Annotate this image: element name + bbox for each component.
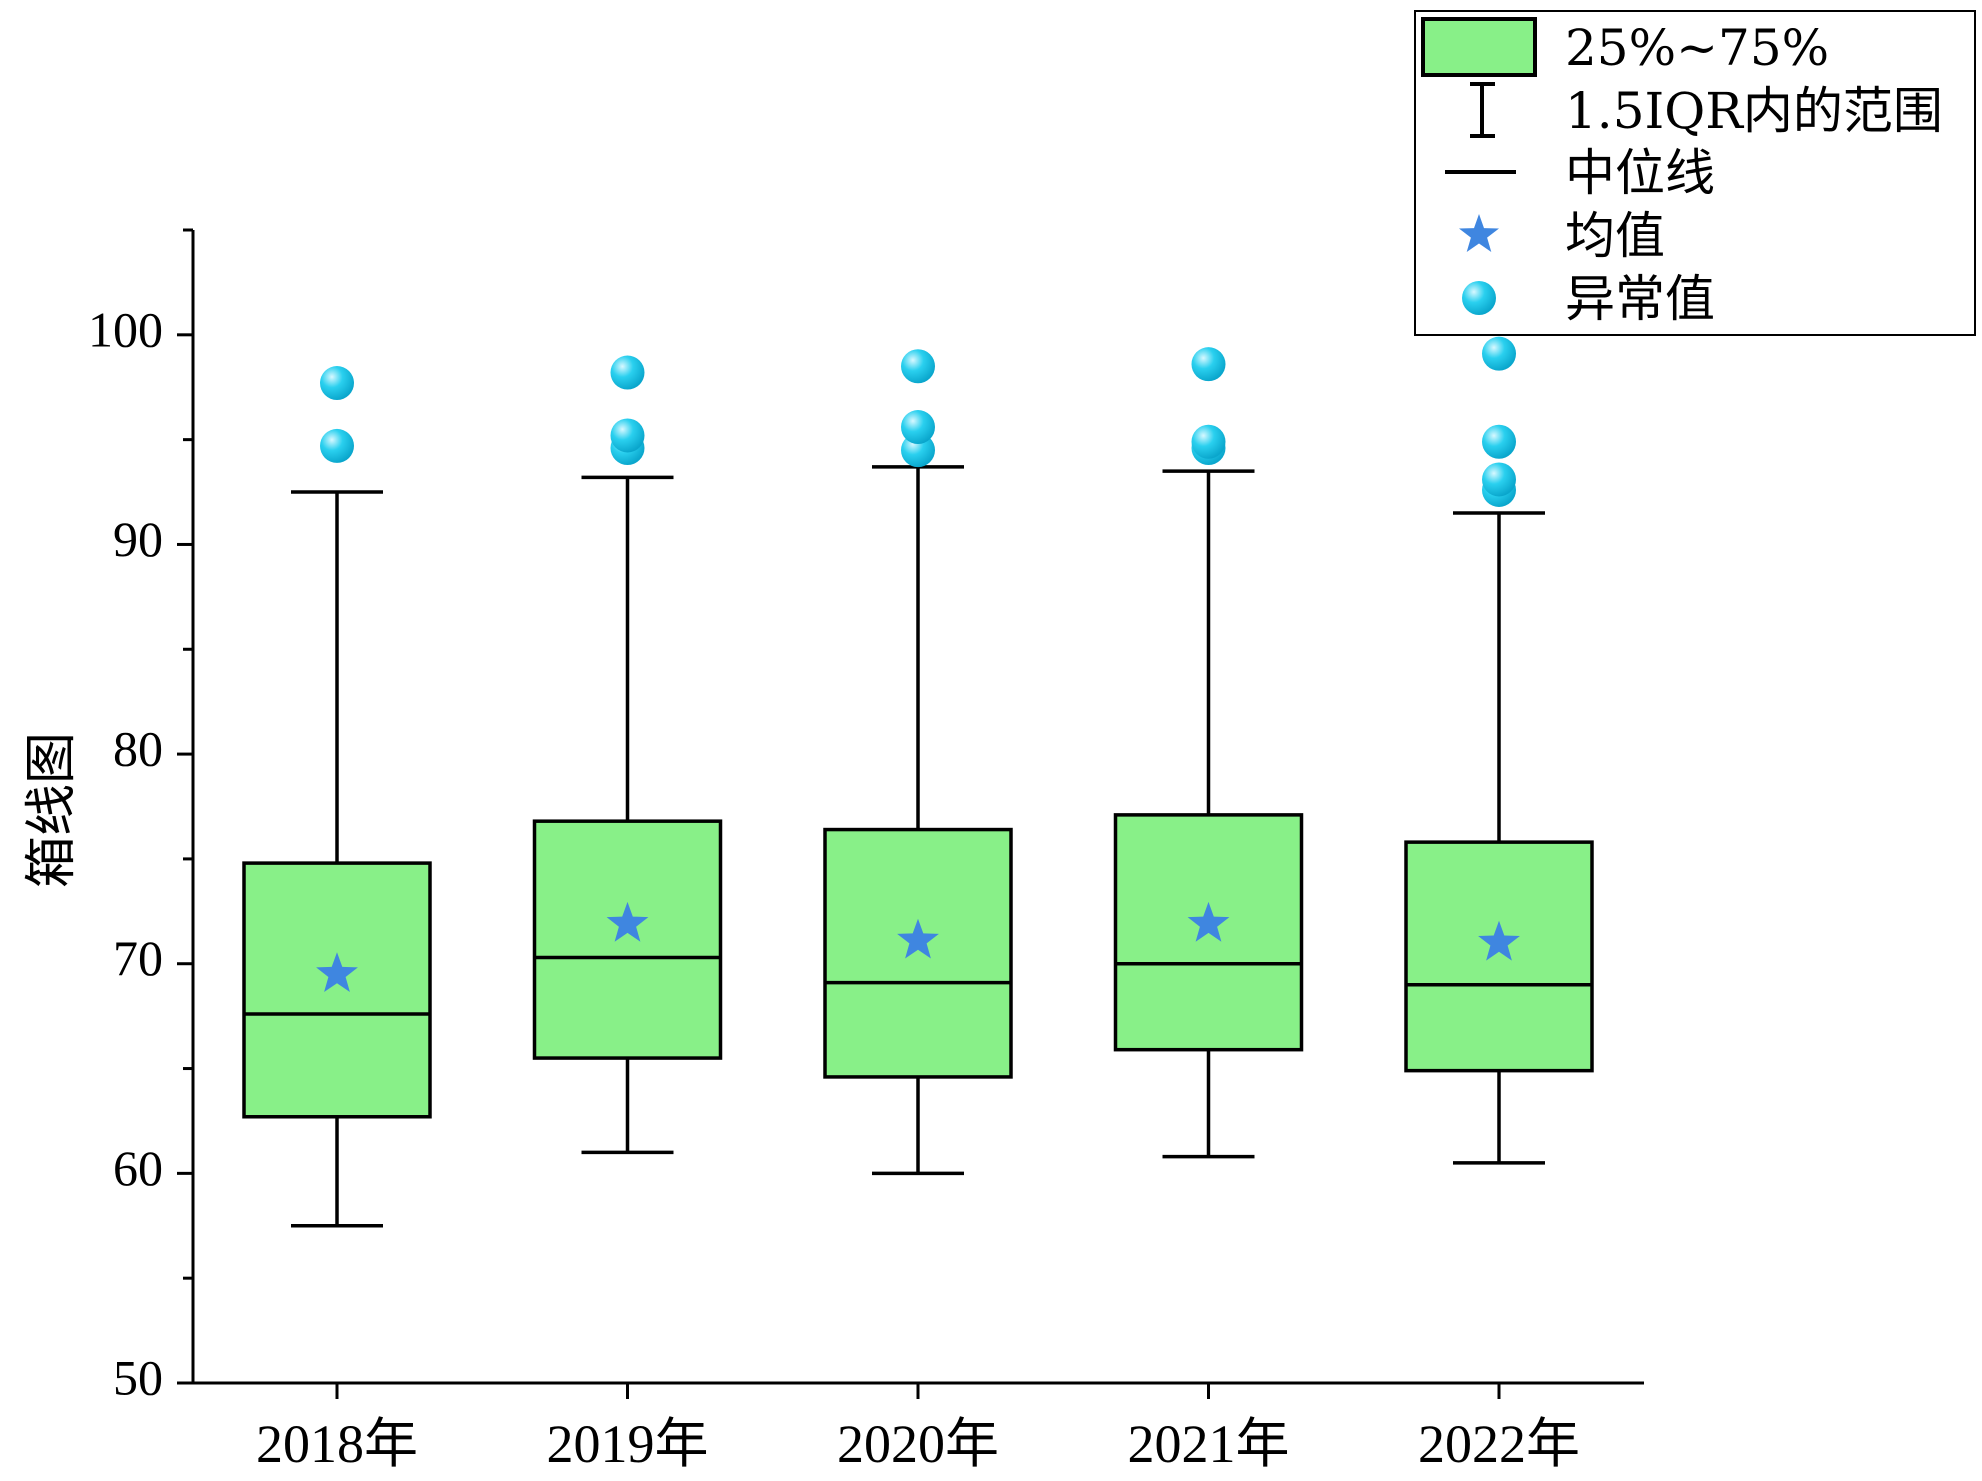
x-tick-label: 2021年 (1128, 1414, 1290, 1474)
iqr-box (1404, 840, 1594, 1073)
outlier-point (1482, 462, 1516, 497)
outlier-point (901, 349, 935, 384)
outlier-point (610, 418, 645, 453)
legend-label-mean: 均值 (1565, 207, 1665, 265)
y-axis-label: 箱线图 (22, 732, 82, 888)
box-2020年 (823, 349, 1013, 1176)
box-2022年 (1404, 336, 1594, 1165)
x-tick-label: 2022年 (1418, 1414, 1580, 1474)
x-tick-label: 2019年 (547, 1414, 709, 1474)
mean-star (1478, 920, 1520, 961)
x-tick-label: 2018年 (256, 1414, 418, 1474)
mean-star (316, 952, 358, 992)
legend-label-outlier: 异常值 (1565, 270, 1715, 328)
iqr-box (242, 861, 432, 1119)
y-tick-label: 70 (113, 930, 163, 986)
y-tick-label: 80 (113, 721, 163, 777)
y-axis-ticks: 50 60 70 80 90 100 (88, 228, 193, 1405)
mean-star (606, 901, 649, 942)
outlier-point (610, 355, 645, 390)
y-tick-label: 90 (113, 511, 163, 567)
outlier-point (1191, 347, 1226, 382)
box-2019年 (532, 355, 723, 1155)
box-2021年 (1113, 347, 1304, 1159)
legend-mean-star-icon (1459, 214, 1499, 252)
outlier-point (1482, 336, 1516, 371)
x-tick-label: 2020年 (837, 1414, 999, 1474)
x-axis-labels: 2018年 2019年 2020年 2021年 2022年 (256, 1383, 1580, 1474)
legend-whisker-icon (1470, 82, 1495, 138)
outlier-point (320, 366, 354, 401)
mean-star (897, 918, 939, 959)
outlier-point (1191, 424, 1226, 459)
legend-label-whisker: 1.5IQR内的范围 (1565, 82, 1943, 140)
y-tick-label: 60 (113, 1140, 163, 1196)
mean-star (1187, 901, 1230, 942)
outlier-point (320, 428, 354, 463)
legend-label-iqr-box: 25%~75% (1565, 19, 1829, 77)
y-tick-label: 100 (88, 301, 163, 357)
iqr-box (532, 819, 723, 1060)
legend-box-swatch (1421, 17, 1537, 77)
iqr-box (823, 827, 1013, 1079)
outlier-point (1482, 424, 1516, 459)
legend-outlier-icon (1462, 281, 1496, 315)
box-2018年 (242, 366, 432, 1228)
box-series (242, 336, 1594, 1228)
outlier-point (901, 410, 935, 445)
y-tick-label: 50 (113, 1349, 163, 1405)
legend: 25%~75% 1.5IQR内的范围 中位线 均值 异常值 (1414, 10, 1976, 336)
legend-label-median: 中位线 (1565, 144, 1715, 202)
